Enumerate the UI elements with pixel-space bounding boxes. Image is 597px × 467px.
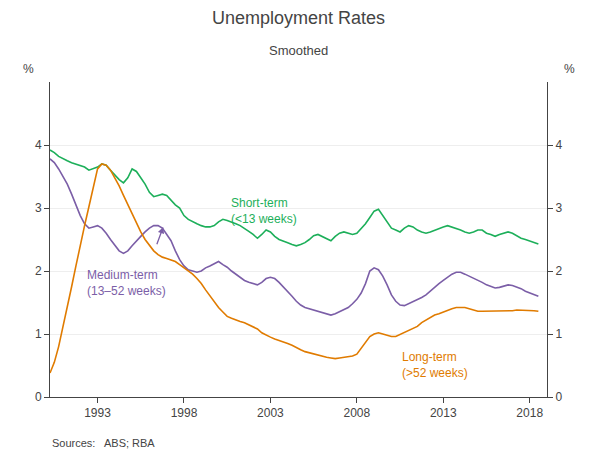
svg-text:1: 1 [555, 327, 562, 341]
svg-text:2003: 2003 [257, 406, 284, 420]
svg-text:2: 2 [555, 264, 562, 278]
svg-text:4: 4 [35, 138, 42, 152]
svg-text:3: 3 [35, 201, 42, 215]
svg-text:4: 4 [555, 138, 562, 152]
svg-text:Unemployment Rates: Unemployment Rates [212, 8, 385, 28]
svg-text:Short-term(<13 weeks): Short-term(<13 weeks) [231, 196, 297, 226]
svg-text:2013: 2013 [430, 406, 457, 420]
svg-text:1998: 1998 [171, 406, 198, 420]
svg-text:1: 1 [35, 327, 42, 341]
svg-text:1993: 1993 [84, 406, 111, 420]
svg-text:Long-term(>52 weeks): Long-term(>52 weeks) [402, 350, 468, 380]
svg-text:2: 2 [35, 264, 42, 278]
svg-text:0: 0 [35, 390, 42, 404]
svg-text:Smoothed: Smoothed [269, 43, 328, 58]
svg-text:Medium-term(13–52 weeks): Medium-term(13–52 weeks) [87, 268, 166, 298]
svg-text:2008: 2008 [343, 406, 370, 420]
svg-text:2018: 2018 [516, 406, 543, 420]
svg-text:0: 0 [555, 390, 562, 404]
svg-text:%: % [23, 62, 34, 76]
svg-text:Sources: ABS; RBA: Sources: ABS; RBA [52, 437, 155, 449]
svg-text:3: 3 [555, 201, 562, 215]
svg-text:%: % [564, 62, 575, 76]
